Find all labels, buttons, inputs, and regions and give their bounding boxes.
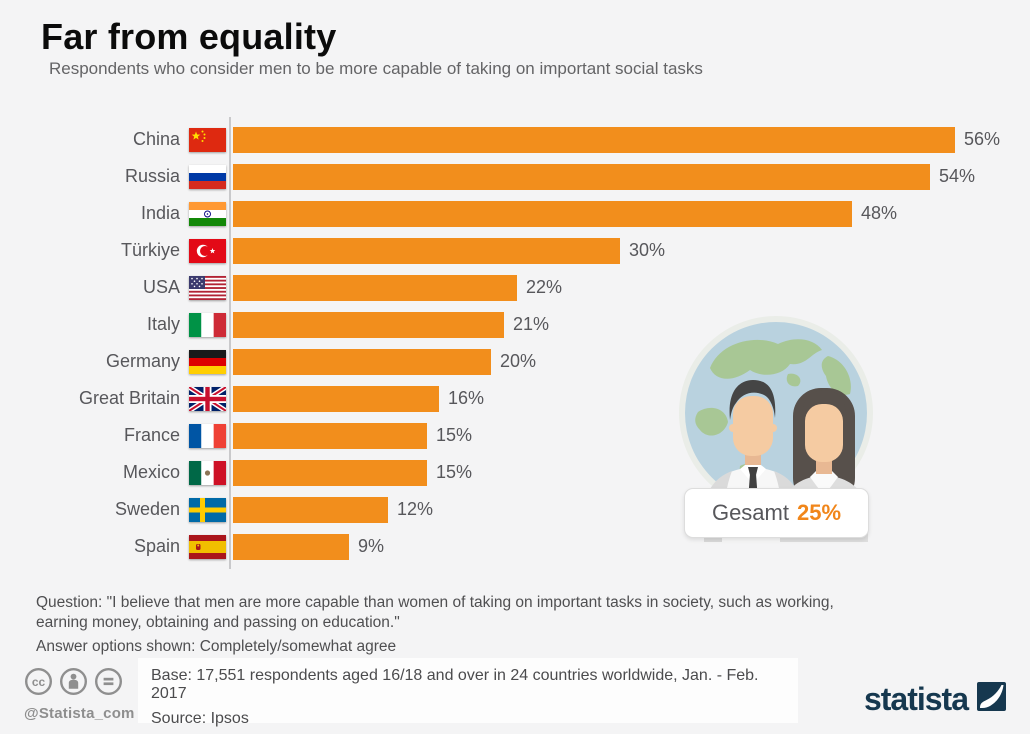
license-block: cc @Statista_com bbox=[24, 667, 136, 722]
chart-row: Spain 9% bbox=[0, 528, 1030, 565]
value-label: 54% bbox=[939, 166, 976, 186]
globe-people-illustration bbox=[670, 316, 882, 542]
flag-france-icon bbox=[189, 423, 226, 448]
country-label: Italy bbox=[146, 314, 180, 334]
chart-row: France 15% bbox=[0, 417, 1030, 454]
statista-wordmark: statista bbox=[863, 681, 969, 717]
value-label: 30% bbox=[629, 240, 666, 260]
chart-row: USA 22% bbox=[0, 269, 1030, 306]
bar-usa bbox=[233, 274, 517, 301]
statista-logo-mark-icon bbox=[977, 682, 1006, 716]
flag-sweden-icon bbox=[189, 497, 226, 522]
value-label: 16% bbox=[448, 388, 485, 408]
chart-row: Germany 20% bbox=[0, 343, 1030, 380]
country-label: Russia bbox=[124, 166, 180, 186]
value-label: 12% bbox=[397, 499, 434, 519]
value-label: 9% bbox=[358, 536, 385, 556]
country-label: Mexico bbox=[122, 462, 180, 482]
source-box: Base: 17,551 respondents aged 16/18 and … bbox=[138, 658, 798, 727]
total-badge: Gesamt 25% bbox=[684, 488, 869, 538]
equal-icon[interactable] bbox=[94, 667, 123, 701]
value-label: 15% bbox=[436, 425, 473, 445]
svg-text:cc: cc bbox=[32, 675, 46, 689]
bar-india bbox=[233, 200, 852, 227]
country-label: Türkiye bbox=[120, 240, 180, 260]
country-label: China bbox=[132, 129, 180, 149]
flag-spain-icon bbox=[189, 534, 226, 559]
bar-sweden bbox=[233, 496, 388, 523]
total-badge-label: Gesamt bbox=[711, 500, 789, 525]
attribution-icon[interactable] bbox=[59, 667, 88, 701]
bar-germany bbox=[233, 348, 491, 375]
chart-row: China 56% bbox=[0, 121, 1030, 158]
country-label: Great Britain bbox=[78, 388, 180, 408]
axis-line bbox=[229, 117, 231, 569]
chart-rows: China 56% Russia 54% India 48% Türkiye 30% USA 22… bbox=[0, 121, 1030, 565]
flag-germany-icon bbox=[189, 349, 226, 374]
value-label: 15% bbox=[436, 462, 473, 482]
flag-great-britain-icon bbox=[189, 386, 226, 411]
bar-russia bbox=[233, 163, 930, 190]
footnote: Question: "I believe that men are more c… bbox=[36, 593, 836, 657]
chart-row: Sweden 12% bbox=[0, 491, 1030, 528]
flag-turkiye-icon bbox=[189, 238, 226, 263]
cc-icon[interactable]: cc bbox=[24, 667, 53, 701]
flag-usa-icon bbox=[189, 275, 226, 300]
value-label: 48% bbox=[861, 203, 898, 223]
value-label: 22% bbox=[526, 277, 563, 297]
bar-mexico bbox=[233, 459, 427, 486]
flag-russia-icon bbox=[189, 164, 226, 189]
value-label: 20% bbox=[500, 351, 537, 371]
answer-options-text: Answer options shown: Completely/somewha… bbox=[36, 637, 397, 655]
country-label: USA bbox=[142, 277, 180, 297]
base-text: Base: 17,551 respondents aged 16/18 and … bbox=[151, 667, 759, 702]
total-badge-value: 25% bbox=[796, 500, 842, 525]
value-label: 21% bbox=[513, 314, 550, 334]
value-label: 56% bbox=[964, 129, 1001, 149]
chart-row: Italy 21% bbox=[0, 306, 1030, 343]
flag-india-icon bbox=[189, 201, 226, 226]
chart-row: Great Britain 16% bbox=[0, 380, 1030, 417]
question-text: Question: "I believe that men are more c… bbox=[36, 594, 834, 632]
country-label: Germany bbox=[105, 351, 180, 371]
country-label: France bbox=[123, 425, 180, 445]
bar-spain bbox=[233, 533, 349, 560]
bar-italy bbox=[233, 311, 504, 338]
page-title: Far from equality bbox=[41, 16, 337, 57]
bar-great-britain bbox=[233, 385, 439, 412]
flag-italy-icon bbox=[189, 312, 226, 337]
page-subtitle: Respondents who consider men to be more … bbox=[49, 59, 703, 78]
source-text: Source: Ipsos bbox=[151, 710, 249, 727]
chart-row: India 48% bbox=[0, 195, 1030, 232]
country-label: Spain bbox=[133, 536, 180, 556]
bar-turkiye bbox=[233, 237, 620, 264]
statista-handle[interactable]: @Statista_com bbox=[24, 705, 135, 722]
statista-logo[interactable]: statista bbox=[864, 682, 1006, 716]
country-label: India bbox=[140, 203, 180, 223]
bar-chart: China 56% Russia 54% India 48% Türkiye 30% USA 22… bbox=[0, 117, 1030, 573]
chart-row: Russia 54% bbox=[0, 158, 1030, 195]
country-label: Sweden bbox=[114, 499, 180, 519]
chart-row: Mexico 15% bbox=[0, 454, 1030, 491]
flag-china-icon bbox=[189, 127, 226, 152]
bar-china bbox=[233, 126, 955, 153]
bar-france bbox=[233, 422, 427, 449]
flag-mexico-icon bbox=[189, 460, 226, 485]
chart-row: Türkiye 30% bbox=[0, 232, 1030, 269]
